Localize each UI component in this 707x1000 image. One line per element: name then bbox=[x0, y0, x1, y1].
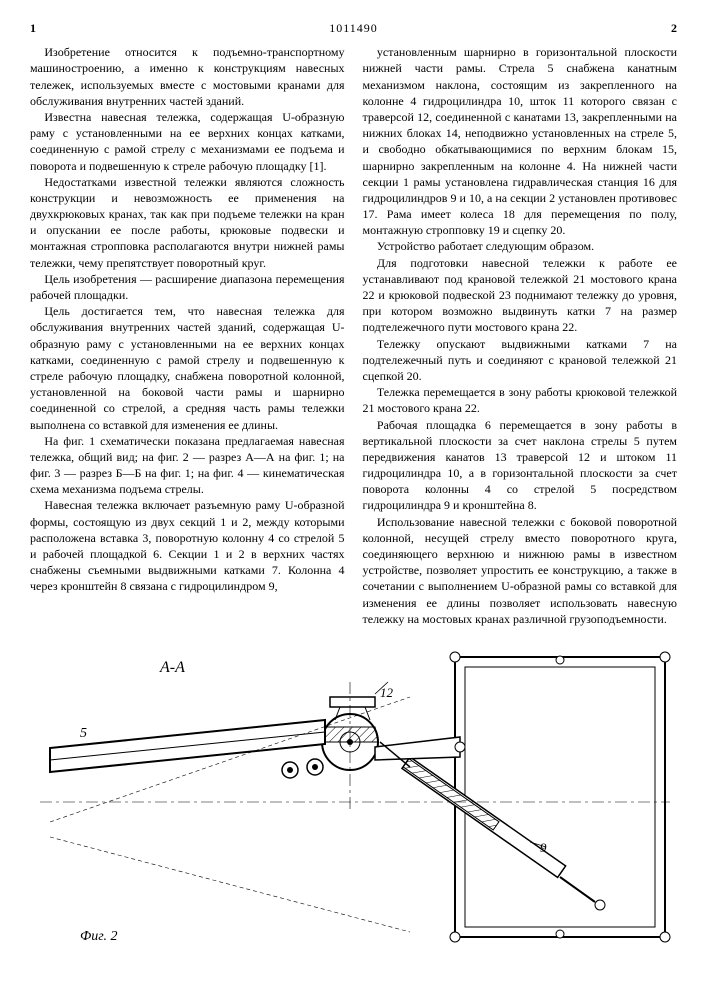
figure-label: Фиг. 2 bbox=[80, 928, 118, 947]
para: Известна навесная тележка, содержащая U-… bbox=[30, 109, 345, 174]
para: Недостатками известной тележки являются … bbox=[30, 174, 345, 271]
figure-2: А-А 5 bbox=[30, 642, 677, 952]
frame-structure bbox=[450, 652, 670, 942]
section-label: А-А bbox=[159, 659, 185, 676]
para: Рабочая площадка 6 перемещается в зону р… bbox=[363, 417, 678, 514]
page-header: 1 1011490 2 bbox=[30, 20, 677, 36]
para: Цель изобретения — расширение диапазона … bbox=[30, 271, 345, 303]
para: Изобретение относится к подъемно-транспо… bbox=[30, 44, 345, 109]
page-number-right: 2 bbox=[671, 20, 677, 36]
hydraulic-cylinder: 9 bbox=[402, 757, 605, 910]
ref-9: 9 bbox=[540, 840, 547, 855]
para: Устройство работает следующим образом. bbox=[363, 238, 678, 254]
para: Навесная тележка включает разъемную раму… bbox=[30, 497, 345, 594]
document-number: 1011490 bbox=[36, 20, 671, 36]
figure-svg: А-А 5 bbox=[30, 642, 677, 952]
para: Тележку опускают выдвижными катками 7 на… bbox=[363, 336, 678, 385]
traverse: 12 bbox=[330, 682, 394, 720]
para: Для подготовки навесной тележки к работе… bbox=[363, 255, 678, 336]
para: Тележка перемещается в зону работы крюко… bbox=[363, 384, 678, 416]
para: Использование навесной тележки с боковой… bbox=[363, 514, 678, 627]
rollers bbox=[282, 759, 323, 778]
para: На фиг. 1 схематически показана предлага… bbox=[30, 433, 345, 498]
bracket bbox=[375, 737, 465, 767]
column-right: установленным шарнирно в горизонтальной … bbox=[363, 44, 678, 627]
para: Цель достигается тем, что навесная тележ… bbox=[30, 303, 345, 433]
para: установленным шарнирно в горизонтальной … bbox=[363, 44, 678, 238]
text-columns: Изобретение относится к подъемно-транспо… bbox=[30, 44, 677, 627]
ref-5: 5 bbox=[80, 726, 87, 741]
column-left: Изобретение относится к подъемно-транспо… bbox=[30, 44, 345, 627]
